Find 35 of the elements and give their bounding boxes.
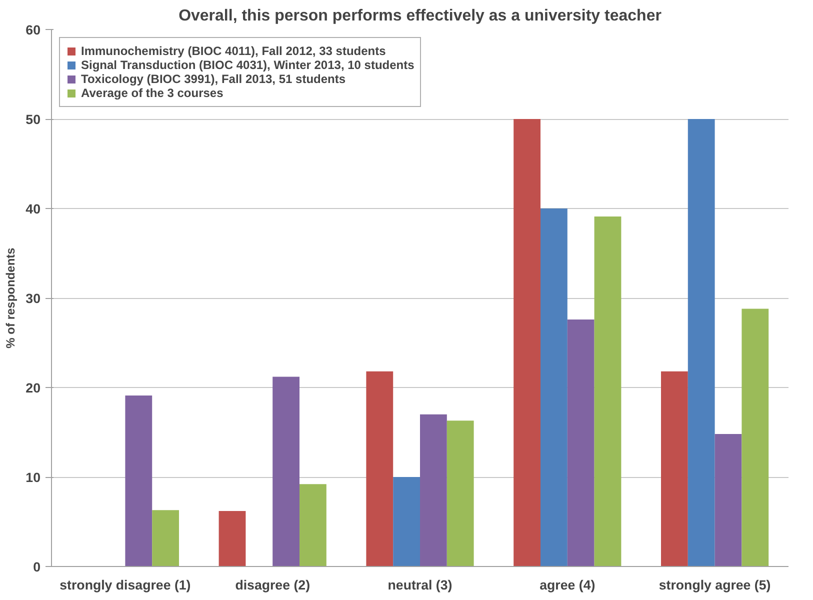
bar [218,511,246,566]
x-tick-label: neutral (3) [388,578,452,592]
bar [152,510,179,566]
bar [420,414,447,566]
bar [393,477,420,566]
chart-title: Overall, this person performs effectively as a university teacher [178,8,662,24]
x-tick-label: agree (4) [540,578,596,592]
legend-label: Toxicology (BIOC 3991), Fall 2013, 51 students [81,72,346,86]
bar [661,371,688,566]
bar [567,319,594,566]
y-tick-label: 30 [26,291,41,306]
y-tick-label: 20 [26,380,41,396]
legend-label: Signal Transduction (BIOC 4031), Winter 2013, 10 students [81,58,414,72]
x-tick-label: disagree (2) [235,578,310,592]
y-tick-label: 10 [26,470,41,485]
bar [446,420,474,566]
legend-label: Average of the 3 courses [81,86,224,100]
x-tick-label: strongly agree (5) [658,578,771,592]
y-tick-label: 60 [26,22,41,38]
legend-label: Immunochemistry (BIOC 4011), Fall 2012, 33 students [81,44,386,58]
bar [540,208,568,566]
bar [688,119,715,566]
bar [125,396,152,566]
bar [514,119,540,566]
y-tick-label: 40 [26,202,41,216]
y-axis-title: % of respondents [4,247,18,348]
bar [272,376,300,566]
bar [300,484,326,566]
bar [714,434,742,566]
bar [742,308,769,566]
bar [366,371,394,566]
bar [594,216,622,566]
y-tick-label: 0 [33,560,41,574]
y-tick-label: 50 [26,112,41,127]
x-tick-label: strongly disagree (1) [60,578,191,592]
